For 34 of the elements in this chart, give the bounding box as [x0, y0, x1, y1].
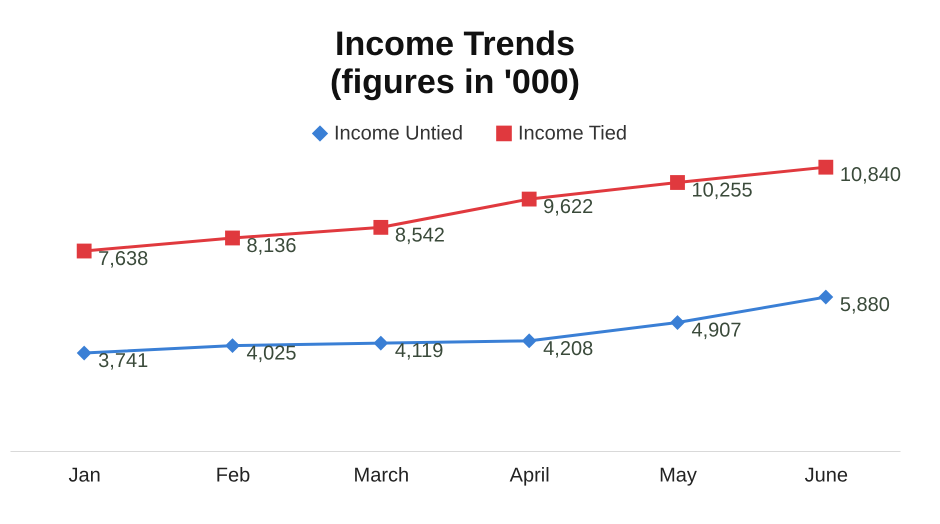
chart-subtitle: (figures in '000) [330, 62, 580, 101]
point [76, 346, 92, 360]
data-label: 3,741 [98, 350, 148, 372]
x-tick-label: Jan [68, 464, 101, 486]
data-label: 8,542 [394, 224, 445, 246]
legend-label: Income Tied [518, 122, 627, 144]
point [818, 290, 834, 304]
data-label: 4,208 [543, 338, 594, 360]
data-label: 10,255 [692, 180, 753, 202]
point [225, 230, 240, 246]
data-label: 4,907 [692, 320, 742, 342]
data-label: 4,025 [246, 342, 297, 365]
point [522, 333, 537, 348]
point [670, 315, 685, 330]
point [522, 192, 537, 206]
x-tick-label: Feb [216, 464, 250, 486]
x-tick-label: March [354, 464, 410, 486]
point [373, 220, 388, 235]
point [225, 338, 240, 354]
x-tick-label: May [659, 464, 697, 486]
point [818, 160, 834, 175]
x-tick-label: June [804, 464, 848, 486]
data-label: 9,622 [543, 196, 594, 218]
point [670, 175, 685, 190]
data-label: 8,136 [246, 234, 297, 257]
x-tick-label: April [510, 464, 550, 486]
data-label: 5,880 [840, 294, 890, 316]
legend-label: Income Untied [334, 122, 463, 144]
data-label: 10,840 [840, 164, 902, 186]
point [76, 244, 92, 258]
point [373, 336, 388, 351]
chart-title: Income Trends [335, 24, 575, 63]
data-label: 7,638 [98, 248, 148, 270]
data-label: 4,119 [394, 340, 444, 362]
